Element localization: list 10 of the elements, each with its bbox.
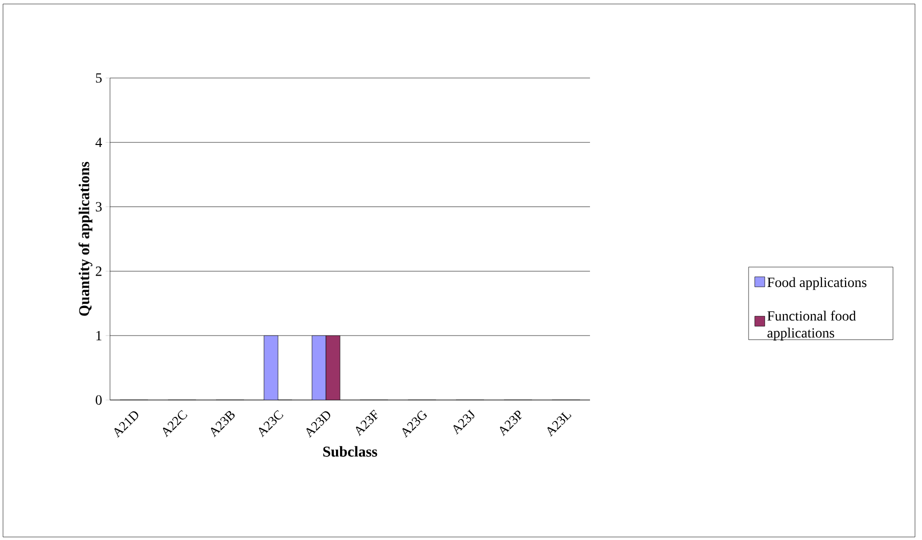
y-tick-label: 4 [95,138,102,147]
y-tick-label: 5 [96,73,102,83]
y-tick-label: 3 [96,202,102,212]
x-axis-title: Subclass [323,446,378,457]
y-axis-title: Quantity of applications [78,162,92,316]
legend-label: Food applications [767,277,866,290]
legend-label: Functional food applications [767,310,856,340]
y-tick-label: 0 [96,395,102,405]
y-tick-label: 1 [96,330,102,340]
y-tick-label: 2 [96,266,102,276]
